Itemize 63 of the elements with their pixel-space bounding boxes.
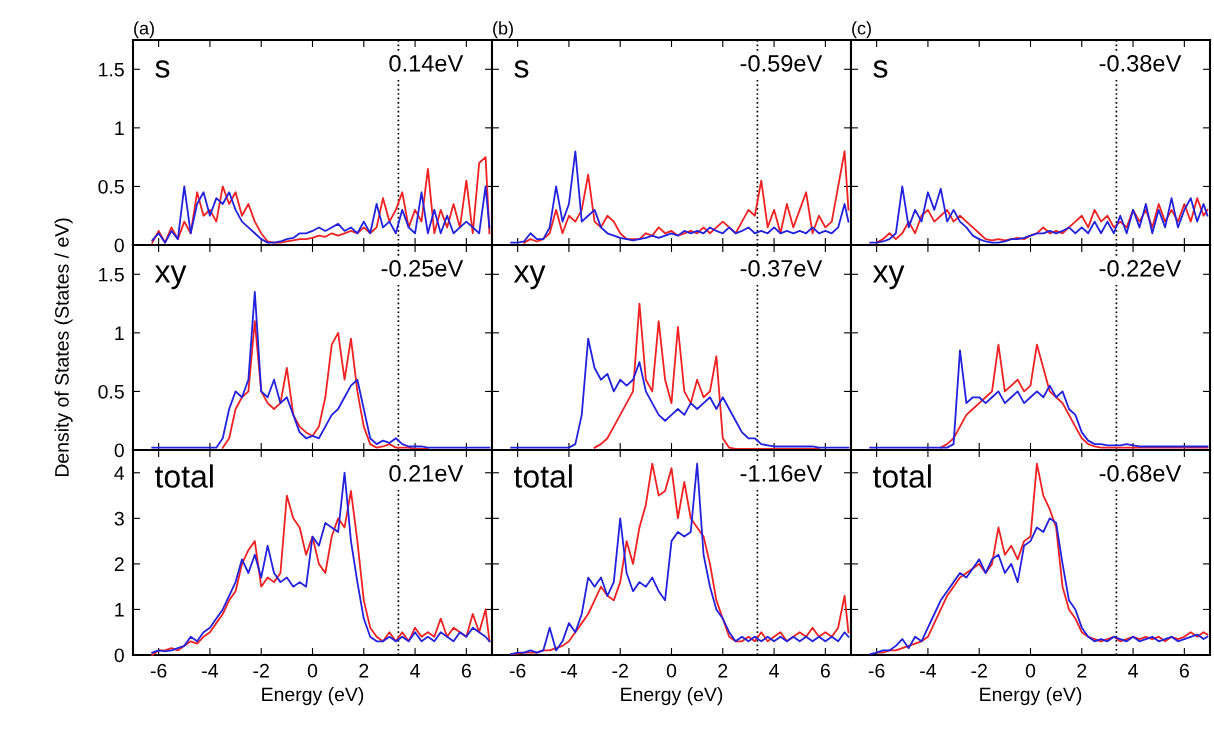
line-series bbox=[221, 320, 429, 450]
x-tick-label: 2 bbox=[1077, 663, 1087, 678]
annotation: total bbox=[514, 464, 572, 488]
x-tick-label: 4 bbox=[769, 664, 779, 678]
y-tick-label: 4 bbox=[114, 466, 125, 480]
y-tick-label: 2 bbox=[114, 557, 124, 571]
chart-title: (b) bbox=[493, 21, 513, 39]
annotation: -0.68eV bbox=[1099, 464, 1182, 482]
annotation: total bbox=[873, 464, 931, 488]
x-axis-title: Energy (eV) bbox=[621, 687, 723, 706]
y-tick-label: 1 bbox=[115, 121, 124, 135]
chart-title: (a) bbox=[134, 21, 154, 39]
x-tick-label: 4 bbox=[1128, 664, 1138, 678]
x-tick-label: -4 bbox=[561, 664, 577, 678]
x-axis-title: Energy (eV) bbox=[980, 687, 1082, 706]
y-tick-label: 1.5 bbox=[99, 62, 124, 77]
annotation: -0.59eV bbox=[740, 54, 823, 72]
x-tick-label: -2 bbox=[612, 663, 628, 678]
y-axis-title: Density of States (States / eV) bbox=[54, 218, 73, 477]
x-tick-label: -6 bbox=[509, 663, 526, 678]
annotation: s bbox=[873, 60, 888, 78]
line-series bbox=[151, 185, 491, 244]
y-tick-label: 1 bbox=[115, 603, 124, 617]
y-tick-label: 0.5 bbox=[98, 179, 124, 194]
y-tick-label: 1.5 bbox=[99, 267, 124, 282]
x-tick-label: 0 bbox=[307, 663, 318, 678]
line-series bbox=[151, 156, 491, 244]
annotation: -1.16eV bbox=[740, 464, 823, 482]
x-tick-label: 0 bbox=[666, 663, 677, 678]
annotation: xy bbox=[154, 265, 187, 290]
annotation: 0.21eV bbox=[389, 464, 464, 482]
x-tick-label: 2 bbox=[718, 663, 728, 678]
y-tick-label: 0 bbox=[114, 238, 124, 253]
x-tick-label: -2 bbox=[253, 663, 269, 678]
annotation: xy bbox=[872, 265, 905, 290]
chart-title: (c) bbox=[852, 21, 871, 39]
x-tick-label: -4 bbox=[202, 664, 218, 678]
x-axis-title: Energy (eV) bbox=[262, 687, 364, 706]
x-tick-label: 6 bbox=[461, 663, 471, 678]
annotation: -0.37eV bbox=[740, 259, 823, 277]
y-tick-label: 3 bbox=[114, 511, 124, 526]
annotation: s bbox=[155, 60, 170, 78]
annotation: -0.38eV bbox=[1099, 54, 1182, 72]
x-tick-label: -2 bbox=[971, 663, 987, 678]
x-tick-label: 4 bbox=[410, 664, 420, 678]
y-tick-label: 1 bbox=[115, 326, 124, 340]
annotation: -0.25eV bbox=[381, 259, 464, 277]
x-tick-label: -6 bbox=[868, 663, 885, 678]
annotation: 0.14eV bbox=[389, 54, 464, 72]
x-tick-label: 6 bbox=[1179, 663, 1189, 678]
x-tick-label: -4 bbox=[920, 664, 936, 678]
x-tick-label: 2 bbox=[359, 663, 369, 678]
y-tick-label: 0 bbox=[114, 648, 124, 663]
annotation: s bbox=[514, 60, 529, 78]
x-tick-label: 6 bbox=[820, 663, 830, 678]
line-series bbox=[151, 290, 491, 449]
y-tick-label: 0.5 bbox=[98, 384, 124, 399]
x-tick-label: -6 bbox=[150, 663, 167, 678]
y-tick-label: 0 bbox=[114, 443, 124, 458]
annotation: total bbox=[155, 464, 213, 488]
x-tick-label: 0 bbox=[1025, 663, 1036, 678]
annotation: xy bbox=[513, 265, 546, 290]
annotation: -0.22eV bbox=[1099, 259, 1182, 277]
